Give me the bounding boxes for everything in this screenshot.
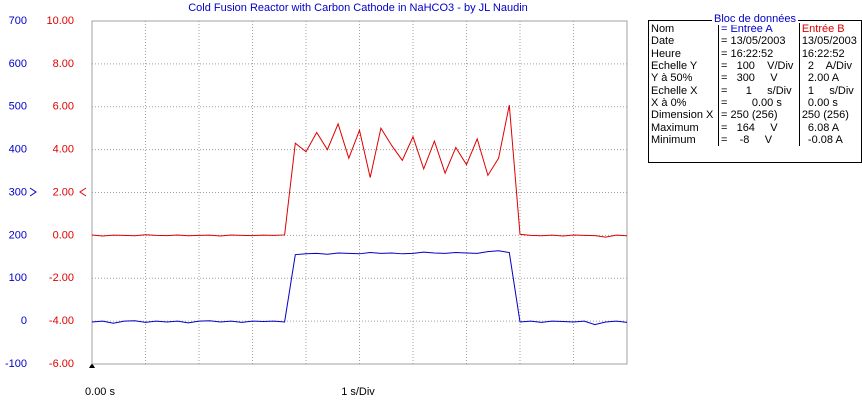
block-cell: 2 A/Div <box>798 59 861 73</box>
y2-tick-label: 4.00 <box>53 144 74 156</box>
block-title: Bloc de données <box>712 13 798 25</box>
block-cell: -0.08 A <box>798 133 861 146</box>
y-tick-label: 300 <box>9 186 27 198</box>
block-cell: X à 0% <box>651 96 687 109</box>
block-row: Heure = 16:22:52 16:22:52 <box>649 47 861 60</box>
y2-tick-label: 10.00 <box>46 15 74 27</box>
block-cell: Echelle X <box>651 84 698 97</box>
y-tick-label: 400 <box>9 144 27 156</box>
block-row: Echelle X = 1 s/Div 1 s/Div <box>649 84 861 97</box>
trigger-marker <box>89 363 95 368</box>
block-cell: Minimum <box>651 133 696 146</box>
block-cell: = 1 s/Div <box>717 84 800 97</box>
block-cell: = 16:22:52 <box>717 47 800 60</box>
block-cell: Nom <box>651 23 675 36</box>
plot-frame <box>91 20 628 365</box>
block-cell: 1 s/Div <box>798 84 861 97</box>
block-row: Dimension X = 250 (256) 250 (256) <box>649 109 861 122</box>
trace <box>91 250 628 326</box>
block-cell: = Entrée A <box>717 23 800 36</box>
block-row: Minimum = -8 V -0.08 A <box>649 133 861 146</box>
block-row: Nom = Entrée A Entrée B <box>649 23 861 36</box>
x-start-label: 0.00 s <box>85 386 115 398</box>
y-tick-label: 100 <box>9 272 27 284</box>
block-cell: 0.00 s <box>798 96 861 110</box>
block-cell: Heure <box>651 47 681 60</box>
data-block: Bloc de données Nom = Entrée A Entrée B Dat… <box>648 13 862 163</box>
y-tick-label: -100 <box>5 358 27 370</box>
y2-tick-label: 6.00 <box>53 101 74 113</box>
y2-tick-label: 2.00 <box>53 186 74 198</box>
block-cell: Maximum <box>651 121 699 134</box>
block-table: Nom = Entrée A Entrée B Date = 13/05/2003 13/… <box>649 23 861 146</box>
block-cell: = 13/05/2003 <box>717 35 800 48</box>
y-tick-label: 0 <box>21 315 27 327</box>
block-cell: Y à 50% <box>651 72 693 85</box>
block-cell: = 0.00 s <box>717 96 800 110</box>
chart-title: Cold Fusion Reactor with Carbon Cathode … <box>188 2 528 14</box>
y-tick-label: 500 <box>9 101 27 113</box>
y2-tick-label: -2.00 <box>49 272 74 284</box>
y-tick-label: 700 <box>9 15 27 27</box>
y2-tick-label: 0.00 <box>53 229 74 241</box>
block-cell: = 100 V/Div <box>717 59 800 73</box>
offset-marker <box>79 187 87 197</box>
block-cell: = 300 V <box>717 72 800 85</box>
y2-tick-label: 8.00 <box>53 58 74 70</box>
x-scale-label: 1 s/Div <box>341 386 375 398</box>
y2-tick-label: -4.00 <box>49 315 74 327</box>
block-cell: Date <box>651 35 675 48</box>
y-tick-label: 200 <box>9 229 27 241</box>
block-cell: 250 (256) <box>798 109 861 122</box>
block-row: Maximum = 164 V 6.08 A <box>649 121 861 134</box>
trace <box>91 104 628 238</box>
y2-tick-label: -6.00 <box>49 358 74 370</box>
block-cell: = -8 V <box>717 133 800 146</box>
block-row: Date = 13/05/2003 13/05/2003 <box>649 35 861 48</box>
block-cell: Echelle Y <box>651 60 698 73</box>
offset-marker <box>29 187 37 197</box>
block-cell: = 250 (256) <box>717 109 800 122</box>
block-row: Echelle Y = 100 V/Div 2 A/Div <box>649 59 861 73</box>
block-cell: 13/05/2003 <box>798 35 861 48</box>
y-tick-label: 600 <box>9 58 27 70</box>
block-cell: Entrée B <box>798 23 861 36</box>
block-row: X à 0% = 0.00 s 0.00 s <box>649 96 861 110</box>
block-cell: 6.08 A <box>798 121 861 134</box>
block-cell: 16:22:52 <box>798 47 861 60</box>
chart: Cold Fusion Reactor with Carbon Cathode … <box>5 2 628 398</box>
block-cell: = 164 V <box>717 121 800 134</box>
block-cell: Dimension X <box>651 109 714 122</box>
block-cell: 2.00 A <box>798 72 861 85</box>
block-row: Y à 50% = 300 V 2.00 A <box>649 72 861 85</box>
